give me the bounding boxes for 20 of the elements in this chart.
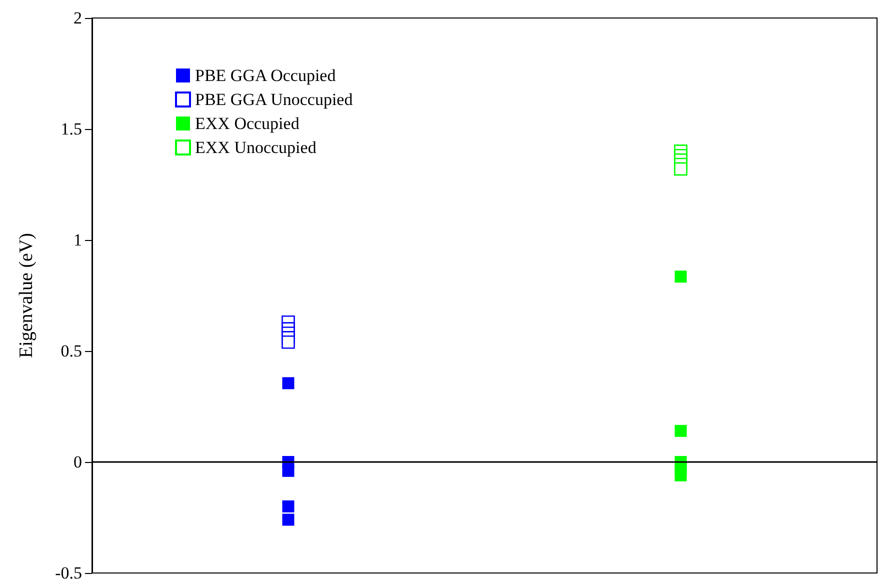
- y-tick-label: 0.5: [60, 342, 82, 360]
- point: [282, 335, 295, 349]
- y-tick-label: 1.5: [60, 120, 82, 138]
- point: [674, 469, 687, 482]
- point: [282, 500, 294, 512]
- legend-label: PBE GGA Unoccupied: [195, 90, 354, 109]
- y-axis-title: Eigenvalue (eV): [16, 232, 37, 358]
- y-tick-label: 2: [74, 8, 82, 28]
- point: [282, 377, 294, 390]
- legend-label: EXX Unoccupied: [195, 138, 317, 157]
- y-tick-label: 0: [74, 452, 82, 472]
- legend-label: EXX Occupied: [195, 114, 300, 133]
- point: [674, 162, 688, 176]
- y-tick-label: 1: [74, 230, 82, 250]
- point: [674, 270, 687, 283]
- y-tick-label: -0.5: [55, 564, 82, 582]
- point: [282, 464, 294, 477]
- point: [674, 424, 687, 437]
- legend-label: PBE GGA Occupied: [195, 66, 336, 85]
- point: [282, 514, 294, 526]
